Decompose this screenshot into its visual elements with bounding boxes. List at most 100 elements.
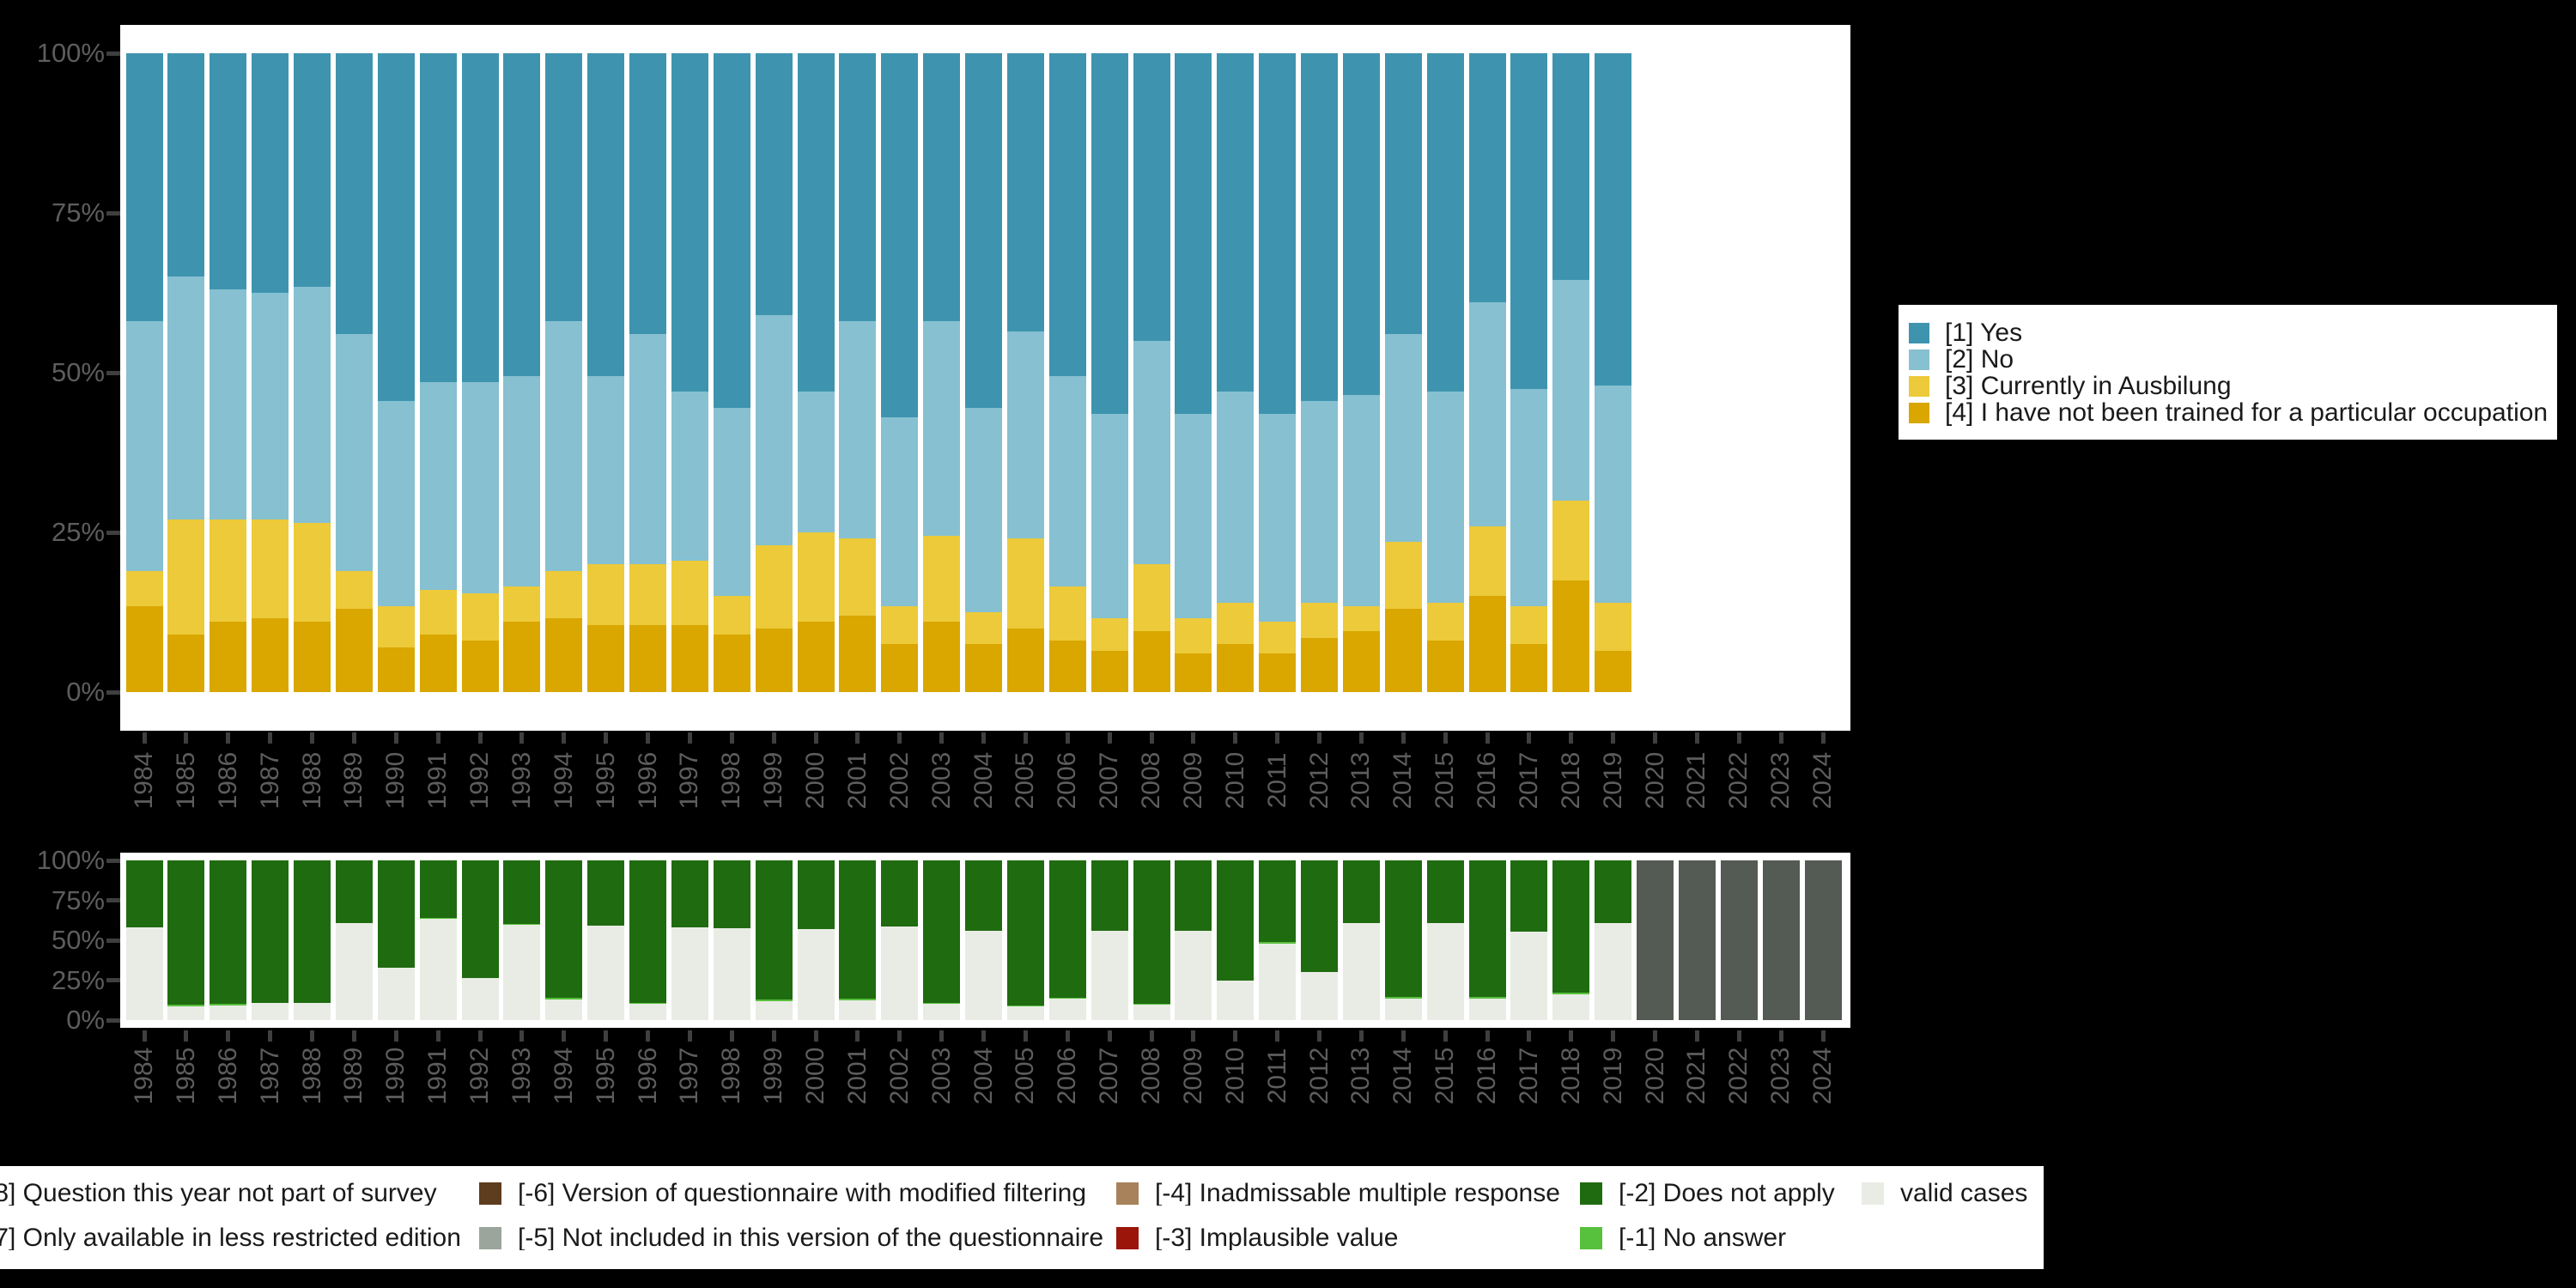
top-bar-2010 <box>1217 53 1255 692</box>
top-year-label-2020: 2020 <box>1640 751 1669 810</box>
top-year-label-2019: 2019 <box>1598 751 1627 810</box>
bottom-year-label-2005: 2005 <box>1011 1047 1040 1105</box>
segment--4-i-have-not-been-trained-for-a-particular-occupation <box>1510 644 1548 692</box>
segment--4-i-have-not-been-trained-for-a-particular-occupation <box>125 605 163 692</box>
segment--2-no <box>671 392 708 562</box>
top-bar-2006 <box>1048 53 1086 692</box>
segment--2-no <box>629 334 666 565</box>
segment--3-currently-in-ausbilung <box>1384 542 1422 610</box>
bottom-x-tick <box>226 1030 231 1042</box>
segment--4-i-have-not-been-trained-for-a-particular-occupation <box>1426 641 1464 692</box>
segment--1-yes <box>965 53 1002 408</box>
top-year-label-1986: 1986 <box>213 751 242 810</box>
segment--1-yes <box>252 53 289 293</box>
bottom-year-label-2013: 2013 <box>1346 1047 1376 1105</box>
bottom-bar-2020 <box>1637 860 1674 1020</box>
bottom-year-label-2000: 2000 <box>801 1047 829 1105</box>
segment-valid-cases <box>503 925 541 1020</box>
segment--2-no <box>377 401 415 606</box>
segment--3-currently-in-ausbilung <box>1133 564 1170 632</box>
segment--4-i-have-not-been-trained-for-a-particular-occupation <box>797 622 835 692</box>
segment--1-yes <box>923 53 961 322</box>
bottom-year-label-2004: 2004 <box>969 1047 998 1105</box>
segment--3-currently-in-ausbilung <box>1595 602 1632 651</box>
legend-key-swatch <box>1909 403 1929 423</box>
segment--1-no-answer <box>1468 997 1506 999</box>
bottom-x-tick <box>813 1030 818 1042</box>
segment-valid-cases <box>210 1005 247 1020</box>
segment--2-does-not-apply <box>587 860 625 927</box>
top-bar-1986 <box>210 53 247 692</box>
bottom-y-axis-label: 50% <box>51 925 105 955</box>
segment--3-currently-in-ausbilung <box>1426 602 1464 641</box>
segment--1-no-answer <box>1133 1004 1170 1005</box>
top-bar-2008 <box>1133 53 1170 692</box>
bottom-x-tick <box>1569 1030 1574 1042</box>
segment--3-currently-in-ausbilung <box>1301 602 1338 638</box>
segment--4-i-have-not-been-trained-for-a-particular-occupation <box>1342 631 1380 692</box>
segment--4-i-have-not-been-trained-for-a-particular-occupation <box>503 622 541 692</box>
segment--1-yes <box>1048 53 1086 376</box>
answer-categories-legend: [1] Yes [2] No [3] Currently in Ausbilung[… <box>1899 305 2557 440</box>
segment--3-currently-in-ausbilung <box>1259 622 1297 654</box>
bottom-year-label-1992: 1992 <box>465 1047 494 1105</box>
bottom-bar-2009 <box>1175 860 1212 1020</box>
segment--1-yes <box>1301 53 1338 402</box>
legend-item: [-1] No answer <box>1580 1226 1786 1250</box>
bottom-bar-1984 <box>125 860 163 1020</box>
segment--2-no <box>1259 414 1297 623</box>
bottom-year-label-1996: 1996 <box>633 1047 662 1105</box>
legend-item-label: [-4] Inadmissable multiple response <box>1155 1182 1560 1206</box>
segment--2-no <box>125 321 163 571</box>
bottom-bar-1989 <box>335 860 373 1020</box>
segment--4-i-have-not-been-trained-for-a-particular-occupation <box>335 609 373 692</box>
segment--2-no <box>1510 388 1548 606</box>
segment--8-question-this-year-not-part-of-survey <box>1762 860 1800 1020</box>
legend-key-swatch <box>479 1182 501 1205</box>
bottom-year-label-2011: 2011 <box>1262 1048 1291 1104</box>
top-year-label-1993: 1993 <box>507 751 536 810</box>
segment--1-no-answer <box>1048 997 1086 999</box>
segment--4-i-have-not-been-trained-for-a-particular-occupation <box>210 622 247 692</box>
top-year-label-2012: 2012 <box>1304 751 1334 810</box>
bottom-bar-2015 <box>1426 860 1464 1020</box>
segment--1-no-answer <box>839 998 877 1000</box>
bottom-year-label-2017: 2017 <box>1514 1047 1543 1105</box>
segment--2-does-not-apply <box>377 860 415 968</box>
segment--8-question-this-year-not-part-of-survey <box>1804 860 1842 1020</box>
segment--2-does-not-apply <box>335 860 373 923</box>
segment--2-no <box>1301 401 1338 603</box>
segment--4-i-have-not-been-trained-for-a-particular-occupation <box>1217 644 1255 692</box>
segment--1-yes <box>1595 53 1632 386</box>
bottom-x-tick <box>687 1030 692 1042</box>
segment--4-i-have-not-been-trained-for-a-particular-occupation <box>1006 628 1044 692</box>
top-x-tick <box>1611 732 1616 744</box>
top-bar-2007 <box>1091 53 1128 692</box>
top-bar-1994 <box>545 53 583 692</box>
bottom-year-label-2020: 2020 <box>1640 1047 1669 1105</box>
segment--4-i-have-not-been-trained-for-a-particular-occupation <box>587 624 625 692</box>
bottom-y-axis-label: 75% <box>51 884 105 915</box>
legend-item-label: [-3] Implausible value <box>1155 1226 1399 1250</box>
segment--1-yes <box>839 53 877 322</box>
top-year-label-1997: 1997 <box>675 751 704 810</box>
segment--4-i-have-not-been-trained-for-a-particular-occupation <box>965 644 1002 692</box>
segment--4-i-have-not-been-trained-for-a-particular-occupation <box>167 635 205 692</box>
top-x-tick <box>1023 732 1028 744</box>
bottom-x-tick <box>939 1030 945 1042</box>
segment--2-no <box>1091 414 1128 619</box>
segment--3-currently-in-ausbilung <box>377 605 415 647</box>
bottom-bar-1999 <box>755 860 793 1020</box>
segment--4-i-have-not-been-trained-for-a-particular-occupation <box>1468 596 1506 692</box>
top-x-tick <box>729 732 734 744</box>
legend-item-label: [1] Yes <box>1945 319 2023 347</box>
bottom-x-tick <box>1736 1030 1741 1042</box>
segment--2-no <box>1217 392 1255 603</box>
top-x-tick <box>1400 732 1406 744</box>
segment--2-no <box>1468 302 1506 526</box>
segment-valid-cases <box>545 999 583 1020</box>
bottom-x-tick <box>1233 1030 1238 1042</box>
segment--4-i-have-not-been-trained-for-a-particular-occupation <box>1175 653 1212 692</box>
segment--1-no-answer <box>1006 1005 1044 1007</box>
segment-valid-cases <box>1259 943 1297 1020</box>
